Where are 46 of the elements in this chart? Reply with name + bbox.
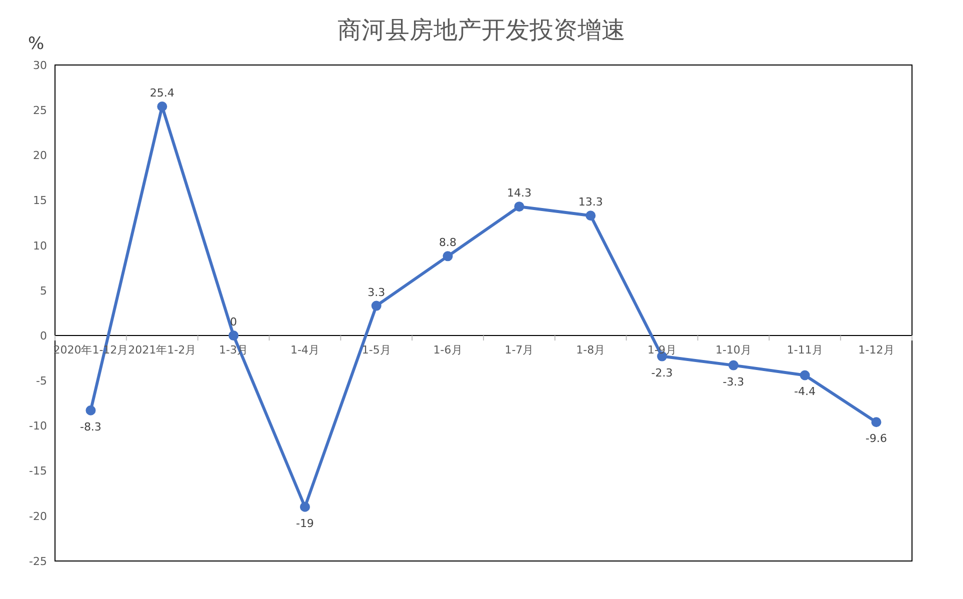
data-label: 8.8	[439, 236, 457, 250]
data-label: 3.3	[368, 286, 386, 299]
point	[871, 417, 882, 428]
data-label: -8.3	[80, 420, 102, 434]
y-tick-label: -25	[29, 554, 47, 568]
data-label: 25.4	[150, 86, 174, 100]
x-tick-label: 1-7月	[504, 344, 534, 357]
point	[157, 101, 168, 112]
y-tick-label: -5	[36, 374, 47, 388]
y-tick-label: 5	[40, 284, 47, 298]
data-label: -9.6	[866, 432, 888, 446]
y-tick-label: 20	[33, 149, 47, 162]
x-tick-label: 1-6月	[433, 344, 462, 357]
point	[371, 300, 382, 311]
x-tick-label: 2021年1-2月	[128, 344, 196, 357]
x-tick-label: 1-5月	[362, 344, 391, 357]
point	[300, 502, 310, 512]
y-tick-label: 25	[33, 104, 47, 117]
data-label: 13.3	[578, 196, 603, 209]
y-tick-label: -20	[29, 510, 47, 523]
point	[586, 210, 596, 221]
data-label: 0	[230, 316, 238, 329]
y-tick-label: -15	[29, 464, 47, 478]
y-tick-label: 30	[33, 58, 47, 72]
point	[86, 405, 96, 416]
point	[800, 370, 810, 380]
data-label: -3.3	[722, 375, 744, 388]
y-tick-label: 10	[33, 239, 47, 252]
data-label: 14.3	[506, 186, 532, 200]
x-tick-label: 1-8月	[576, 344, 606, 357]
y-tick-label: 15	[33, 194, 47, 208]
y-tick-label: 0	[40, 329, 47, 342]
point	[228, 330, 239, 341]
x-tick-label: 1-11月	[786, 344, 823, 357]
data-label: -4.4	[794, 385, 816, 398]
x-tick-label: 1-12月	[858, 344, 894, 357]
x-tick-label: 1-4月	[290, 344, 320, 357]
point	[514, 202, 524, 212]
chart-title: 商河县房地产开发投资增速	[338, 16, 626, 44]
y-axis-title: %	[28, 34, 44, 54]
x-tick-label: 1-10月	[715, 344, 752, 357]
data-label: -2.3	[651, 366, 673, 380]
data-label: -19	[296, 516, 314, 530]
y-tick-label: -10	[29, 420, 47, 433]
point	[728, 360, 738, 370]
point	[442, 251, 453, 262]
